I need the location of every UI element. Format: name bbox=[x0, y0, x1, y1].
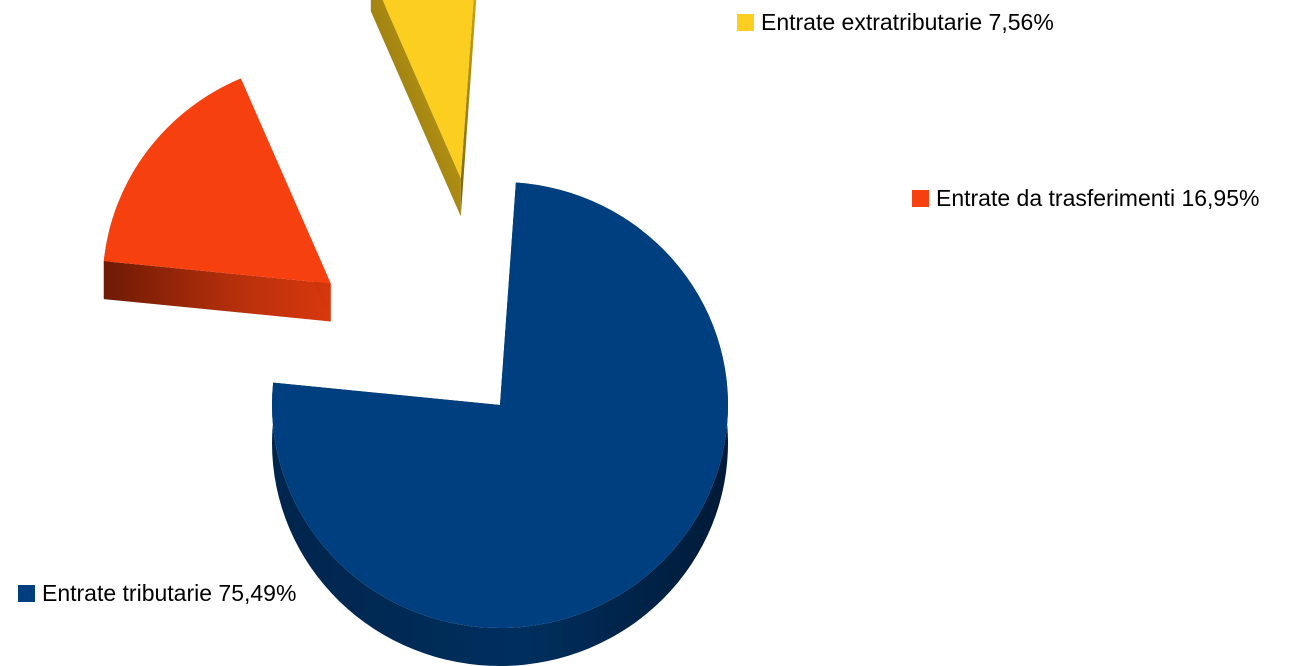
data-label-text-trasferimenti: Entrate da trasferimenti 16,95% bbox=[936, 185, 1259, 211]
pie-slice-trasferimenti-top bbox=[103, 78, 331, 284]
pie-slice-extratributarie-top bbox=[382, 0, 474, 179]
data-label-tributarie: Entrate tributarie 75,49% bbox=[18, 580, 296, 606]
data-label-text-tributarie: Entrate tributarie 75,49% bbox=[42, 580, 296, 606]
pie-slice-extratributarie-cut-wall bbox=[460, 0, 477, 217]
pie-slice-extratributarie-cut-wall bbox=[370, 0, 461, 217]
data-label-extratributarie: Entrate extratributarie 7,56% bbox=[737, 9, 1054, 35]
legend-swatch-trasferimenti bbox=[912, 190, 929, 207]
pie-slice-extratributarie bbox=[370, 0, 477, 217]
legend-swatch-extratributarie bbox=[737, 14, 754, 31]
data-label-trasferimenti: Entrate da trasferimenti 16,95% bbox=[912, 185, 1259, 211]
legend-swatch-tributarie bbox=[18, 585, 35, 602]
pie-slice-trasferimenti-cut-wall bbox=[103, 261, 331, 322]
pie-slice-tributarie bbox=[271, 182, 728, 666]
pie-slice-trasferimenti bbox=[103, 78, 331, 322]
data-label-text-extratributarie: Entrate extratributarie 7,56% bbox=[761, 9, 1054, 35]
pie-slice-tributarie-top bbox=[271, 182, 728, 628]
